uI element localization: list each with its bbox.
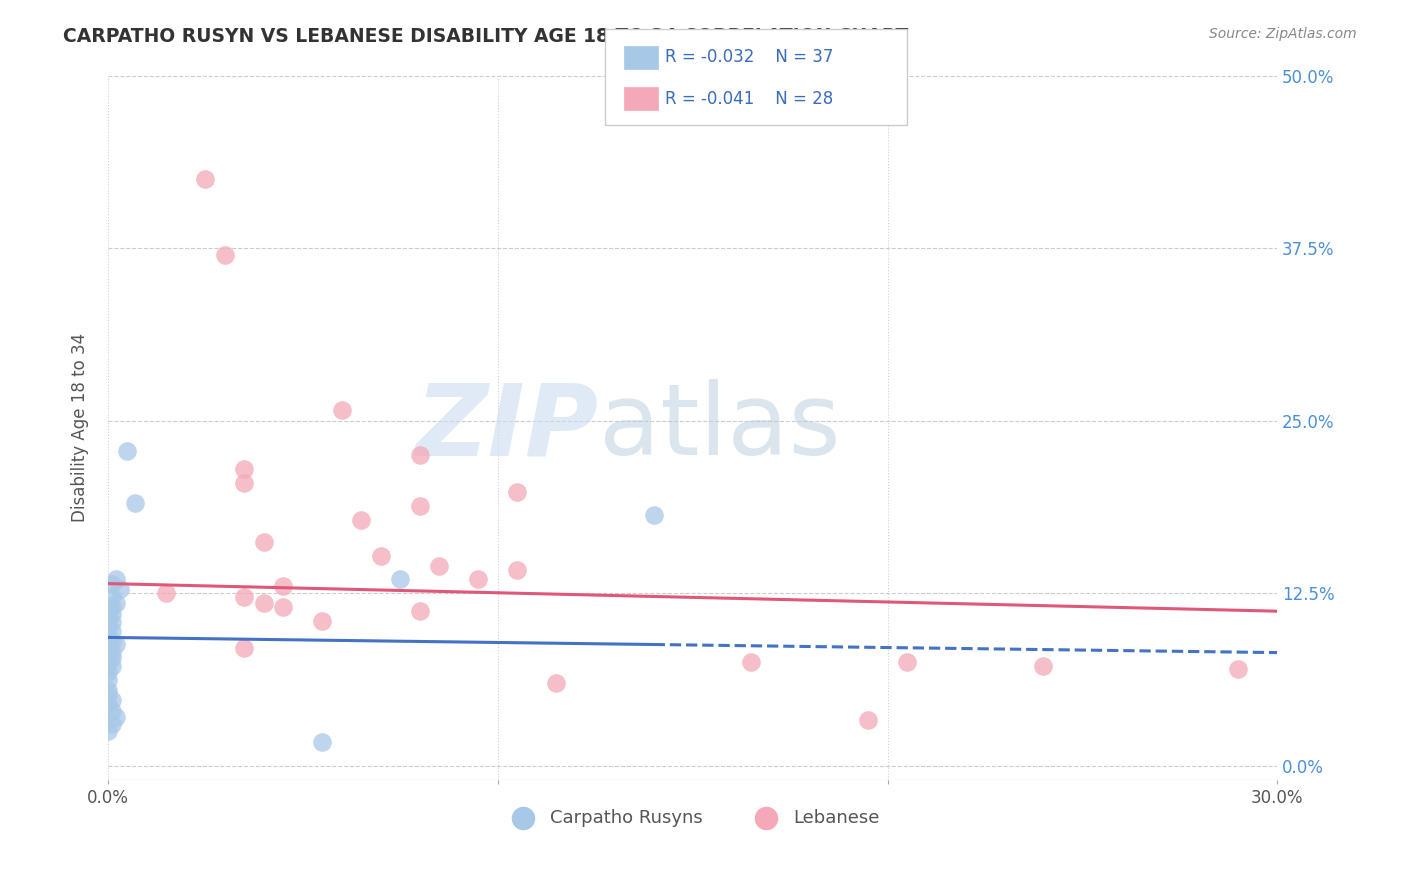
Text: Source: ZipAtlas.com: Source: ZipAtlas.com	[1209, 27, 1357, 41]
Text: R = -0.041    N = 28: R = -0.041 N = 28	[665, 89, 834, 108]
Point	[194, 172, 217, 186]
Legend: Carpatho Rusyns, Lebanese: Carpatho Rusyns, Lebanese	[498, 802, 887, 834]
Point	[97, 673, 120, 688]
Point	[97, 687, 120, 701]
Point	[97, 632, 120, 646]
Y-axis label: Disability Age 18 to 34: Disability Age 18 to 34	[72, 333, 89, 522]
Point	[546, 676, 568, 690]
Point	[233, 475, 256, 490]
Point	[97, 697, 120, 711]
Point	[311, 614, 333, 628]
Point	[350, 513, 373, 527]
Point	[97, 641, 120, 656]
Point	[409, 604, 432, 618]
Point	[643, 508, 665, 522]
Point	[101, 692, 124, 706]
Point	[896, 655, 918, 669]
Point	[97, 603, 120, 617]
Point	[233, 591, 256, 605]
Point	[233, 462, 256, 476]
Point	[104, 573, 127, 587]
Point	[856, 713, 879, 727]
Point	[104, 710, 127, 724]
Point	[101, 651, 124, 665]
Point	[97, 655, 120, 669]
Point	[117, 444, 139, 458]
Point	[214, 248, 236, 262]
Point	[1227, 662, 1250, 676]
Point	[101, 634, 124, 648]
Point	[101, 646, 124, 660]
Point	[506, 563, 529, 577]
Point	[97, 611, 120, 625]
Point	[101, 659, 124, 673]
Point	[101, 717, 124, 731]
Point	[233, 641, 256, 656]
Point	[409, 448, 432, 462]
Point	[104, 637, 127, 651]
Point	[101, 615, 124, 630]
Point	[506, 485, 529, 500]
Point	[97, 627, 120, 641]
Point	[273, 579, 295, 593]
Point	[740, 655, 762, 669]
Point	[101, 624, 124, 638]
Point	[97, 665, 120, 679]
Point	[253, 596, 276, 610]
Point	[409, 500, 432, 514]
Point	[104, 596, 127, 610]
Point	[467, 573, 489, 587]
Point	[101, 600, 124, 615]
Point	[370, 549, 392, 563]
Text: R = -0.032    N = 37: R = -0.032 N = 37	[665, 48, 834, 67]
Point	[97, 648, 120, 663]
Point	[427, 558, 450, 573]
Point	[311, 735, 333, 749]
Point	[253, 535, 276, 549]
Point	[101, 607, 124, 621]
Point	[97, 682, 120, 697]
Point	[155, 586, 177, 600]
Point	[389, 573, 412, 587]
Point	[101, 704, 124, 718]
Text: ZIP: ZIP	[416, 379, 599, 476]
Point	[101, 591, 124, 605]
Text: CARPATHO RUSYN VS LEBANESE DISABILITY AGE 18 TO 34 CORRELATION CHART: CARPATHO RUSYN VS LEBANESE DISABILITY AG…	[63, 27, 908, 45]
Point	[273, 600, 295, 615]
Point	[124, 496, 146, 510]
Point	[330, 402, 353, 417]
Text: atlas: atlas	[599, 379, 841, 476]
Point	[108, 582, 131, 596]
Point	[97, 618, 120, 632]
Point	[1032, 659, 1054, 673]
Point	[101, 576, 124, 591]
Point	[97, 724, 120, 739]
